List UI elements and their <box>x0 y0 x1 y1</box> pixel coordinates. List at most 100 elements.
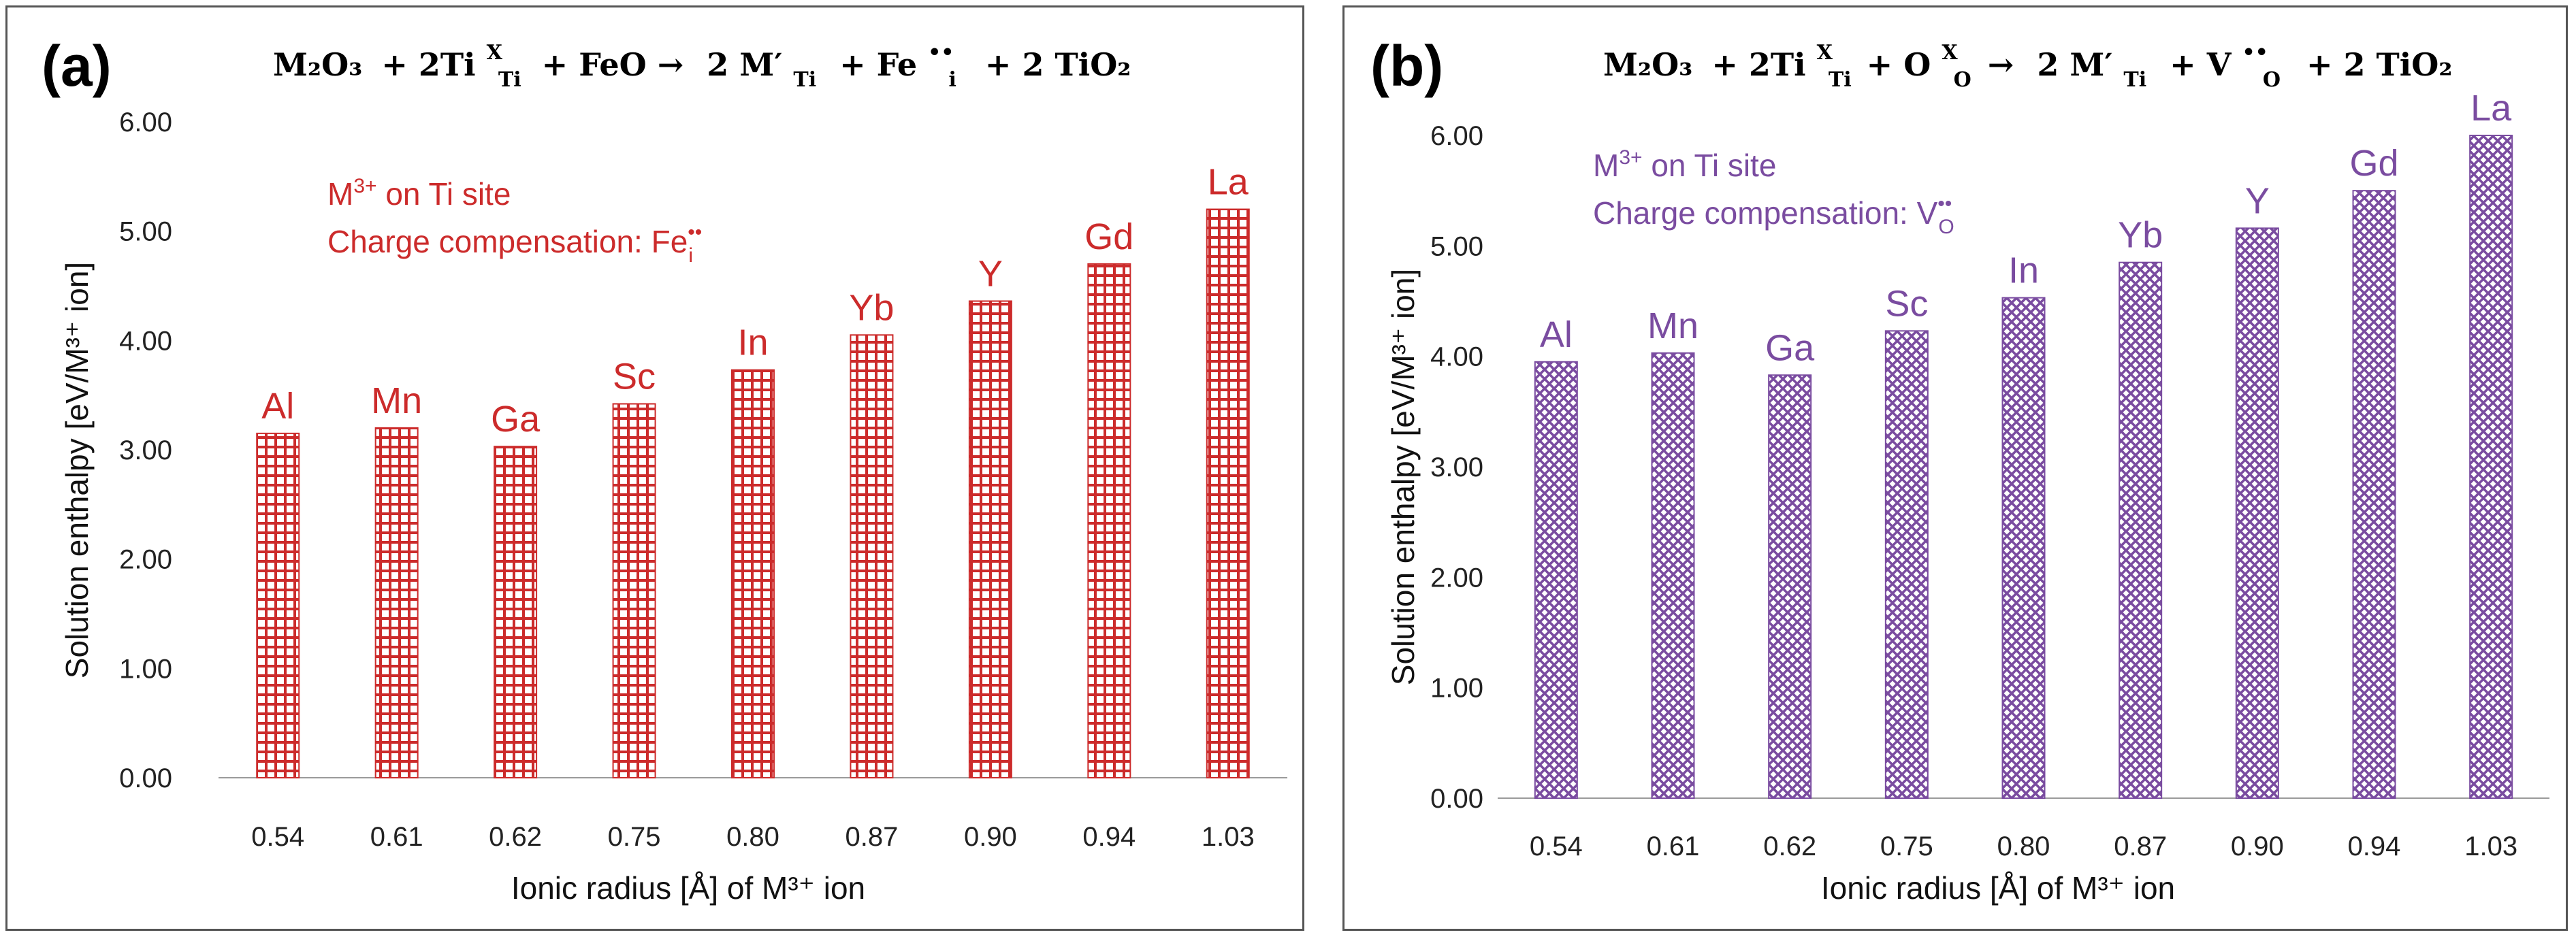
eq-term1: 2 M′ <box>2037 46 2112 83</box>
panel-a: (a) M₂O₃ + 2Ti X Ti + FeO → 2 M′ Ti + Fe… <box>5 5 1304 931</box>
y-tick-label: 4.00 <box>1430 342 1483 372</box>
y-tick-label: 4.00 <box>119 326 172 356</box>
x-tick-label: 0.54 <box>1530 831 1583 861</box>
eq-term1-sub: Ti <box>2123 68 2146 92</box>
bar-data-label: Gd <box>2349 143 2398 184</box>
bar-data-label: In <box>2008 250 2039 291</box>
eq-arrow: → <box>1988 46 2014 83</box>
eq-term1: 2 M′ <box>707 46 782 83</box>
eq-plus1: + 2Ti <box>1711 46 1805 83</box>
x-tick-label: 1.03 <box>2464 831 2517 861</box>
annotation-line2: Charge compensation: V•• O <box>1593 193 1954 238</box>
bar <box>2235 227 2279 799</box>
annotation-line2: Charge compensation: Fe•• i <box>327 221 702 267</box>
y-tick-label: 6.00 <box>119 108 172 137</box>
x-tick-label: 0.54 <box>251 822 304 852</box>
bar <box>850 334 894 778</box>
chart-a: (a) M₂O₃ + 2Ti X Ti + FeO → 2 M′ Ti + Fe… <box>42 30 1287 906</box>
bar-data-label: Mn <box>371 380 422 421</box>
x-tick-label: 0.94 <box>2348 831 2401 861</box>
eq-plus1: + 2Ti <box>381 46 475 83</box>
x-tick-label: 0.80 <box>726 822 779 852</box>
bar-data-label: Al <box>261 386 294 427</box>
eq-ti-sup: X <box>487 41 503 65</box>
x-tick-label: 0.62 <box>489 822 542 852</box>
bar-data-label: La <box>1208 162 1249 203</box>
bar <box>494 446 538 778</box>
x-tick-label: 0.80 <box>1997 831 2050 861</box>
bar-data-label: Yb <box>849 287 894 328</box>
x-tick-label: 1.03 <box>1202 822 1255 852</box>
eq-m2o3: M₂O₃ <box>273 46 362 83</box>
eq-v-sub: O <box>2263 68 2281 92</box>
y-axis-title: Solution enthalpy [eV/M³⁺ ion] <box>59 262 95 678</box>
x-axis-title: Ionic radius [Å] of M³⁺ ion <box>1821 870 2175 906</box>
x-tick-label: 0.61 <box>370 822 423 852</box>
y-tick-label: 5.00 <box>119 217 172 247</box>
bar-data-label: Sc <box>1885 283 1928 324</box>
eq-term1-sub: Ti <box>793 68 816 92</box>
equation: M₂O₃ + 2Ti X Ti + O X O → 2 M′ Ti + V ••… <box>1603 30 2452 94</box>
bar-data-label: Ga <box>1765 327 1815 368</box>
bar-data-label: In <box>737 323 768 363</box>
eq-ti-sup: X <box>1817 41 1833 65</box>
x-tick-label: 0.87 <box>846 822 899 852</box>
y-tick-label: 1.00 <box>1430 674 1483 704</box>
eq-o-sub: O <box>1954 68 1971 92</box>
y-tick-label: 0.00 <box>119 763 172 793</box>
x-axis-title: Ionic radius [Å] of M³⁺ ion <box>511 870 865 906</box>
bar-data-label: Yb <box>2118 215 2163 256</box>
bar-data-label: Gd <box>1084 216 1133 257</box>
eq-plus3: + V <box>2170 46 2232 83</box>
x-tick-label: 0.90 <box>2231 831 2284 861</box>
eq-v-sup: •• <box>2242 41 2268 65</box>
bar-data-label: Y <box>2245 180 2270 221</box>
panel-label: (b) <box>1370 34 1443 98</box>
bar <box>1206 208 1250 778</box>
bar <box>612 403 656 778</box>
bar <box>1884 330 1929 799</box>
eq-plus3: + Fe <box>839 46 917 83</box>
y-tick-label: 2.00 <box>1430 563 1483 593</box>
bar <box>731 369 775 778</box>
bar <box>2469 135 2513 799</box>
eq-m2o3: M₂O₃ <box>1603 46 1692 83</box>
bar-data-label: Sc <box>613 357 656 397</box>
panel-label: (a) <box>42 34 112 98</box>
bar <box>2352 190 2396 799</box>
y-tick-label: 6.00 <box>1430 121 1483 151</box>
eq-fe-sup: •• <box>928 41 954 65</box>
chart-b: (b) M₂O₃ + 2Ti X Ti + O X O → 2 M′ Ti + … <box>1370 30 2549 906</box>
eq-ti-sub: Ti <box>498 68 521 92</box>
plot-area: 0.00 1.00 2.00 3.00 4.00 5.00 6.00 Al 0.54 Mn 0.61… <box>1430 88 2549 861</box>
x-tick-label: 0.62 <box>1763 831 1816 861</box>
equation: M₂O₃ + 2Ti X Ti + FeO → 2 M′ Ti + Fe •• … <box>273 30 1131 94</box>
y-tick-label: 3.00 <box>119 435 172 465</box>
y-tick-label: 0.00 <box>1430 784 1483 814</box>
annotation-line1: M3+ on Ti site <box>327 175 511 212</box>
bar <box>968 300 1012 778</box>
eq-ti-sub: Ti <box>1829 68 1852 92</box>
bar <box>1651 352 1695 799</box>
bar <box>374 427 419 778</box>
bar <box>2001 297 2046 799</box>
y-tick-label: 2.00 <box>119 545 172 575</box>
x-tick-label: 0.75 <box>1880 831 1933 861</box>
bar-data-label: Ga <box>491 399 541 440</box>
plot-area: 0.00 1.00 2.00 3.00 4.00 5.00 6.00 Al 0.54 Mn 0.61… <box>119 108 1287 852</box>
bar <box>2119 261 2163 799</box>
bar <box>1087 263 1131 779</box>
eq-fe-sub: i <box>948 68 956 92</box>
bar <box>256 432 300 779</box>
x-tick-label: 0.61 <box>1647 831 1700 861</box>
y-tick-label: 5.00 <box>1430 231 1483 261</box>
eq-tail: + 2 TiO₂ <box>985 46 1131 83</box>
annotation-line1: M3+ on Ti site <box>1593 146 1776 183</box>
bar-data-label: Y <box>978 253 1003 294</box>
eq-plus2: + O <box>1867 46 1931 83</box>
eq-plus2: + FeO → <box>542 46 684 83</box>
bar <box>1768 374 1812 799</box>
y-tick-label: 3.00 <box>1430 452 1483 482</box>
y-tick-label: 1.00 <box>119 654 172 684</box>
bar-data-label: Mn <box>1647 306 1698 346</box>
